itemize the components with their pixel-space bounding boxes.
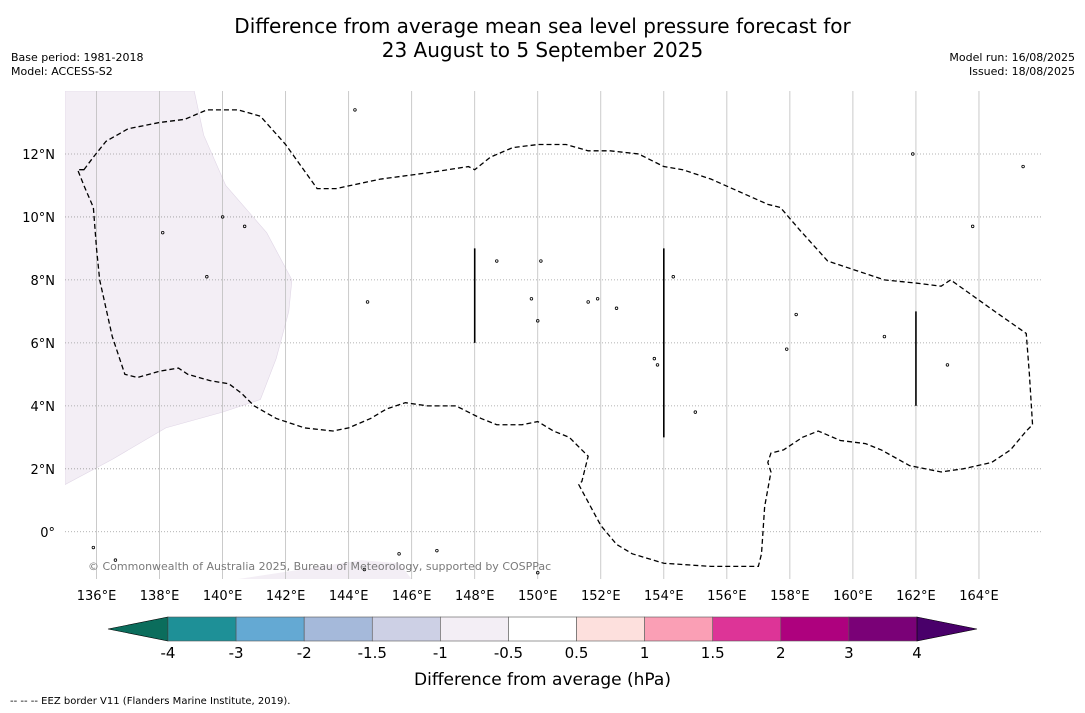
island-marker — [495, 259, 499, 263]
negative-anomaly-region — [65, 91, 293, 485]
island-marker — [51, 297, 54, 300]
colorbar-tick-label: -1 — [433, 644, 448, 662]
colorbar-tick-label: 2 — [776, 644, 786, 662]
longitude-tick-label: 140°E — [203, 589, 243, 604]
negative-anomaly-patch — [222, 560, 412, 579]
longitude-tick-label: 156°E — [707, 589, 747, 604]
longitude-tick-label: 164°E — [959, 589, 999, 604]
island-marker — [1021, 164, 1025, 169]
colorbar-tick-label: 4 — [912, 644, 922, 662]
base-period: Base period: 1981-2018 — [11, 51, 144, 64]
island-marker — [970, 224, 975, 229]
island-marker — [536, 319, 540, 323]
colorbar-segment — [848, 616, 918, 642]
island-marker — [353, 108, 357, 112]
longitude-tick-label: 144°E — [329, 589, 369, 604]
island-marker — [794, 312, 798, 317]
colorbar-tick-label: -4 — [161, 644, 176, 662]
island-marker — [242, 224, 247, 229]
longitude-tick-label: 158°E — [770, 589, 810, 604]
colorbar-tick-label: 3 — [844, 644, 854, 662]
map-title-line1: Difference from average mean sea level p… — [234, 14, 851, 38]
model-name: Model: ACCESS-S2 — [11, 65, 113, 78]
colorbar-label: Difference from average (hPa) — [414, 670, 671, 690]
colorbar-segment — [440, 616, 509, 642]
colorbar-tick-label: 1.5 — [701, 644, 725, 662]
island-marker — [945, 363, 950, 367]
island-marker — [693, 410, 698, 414]
island-marker — [113, 558, 118, 562]
longitude-tick-label: 148°E — [455, 589, 495, 604]
colorbar-tick-label: -2 — [297, 644, 312, 662]
island-marker — [586, 300, 590, 304]
island-marker — [785, 347, 789, 351]
island-marker — [397, 552, 401, 556]
colorbar-segment — [303, 616, 373, 642]
longitude-tick-label: 154°E — [644, 589, 684, 604]
island-marker — [160, 230, 165, 235]
longitude-tick-label: 150°E — [518, 589, 558, 604]
colorbar-segment — [167, 616, 237, 642]
island-marker — [655, 363, 660, 367]
longitude-tick-label: 160°E — [833, 589, 873, 604]
longitude-tick-label: 152°E — [581, 589, 621, 604]
island-marker — [365, 300, 370, 304]
longitude-tick-label: 146°E — [392, 589, 432, 604]
longitude-tick-label: 162°E — [896, 589, 936, 604]
longitude-tick-label: 138°E — [140, 589, 180, 604]
colorbar-segment — [371, 616, 441, 642]
latitude-tick-label: 6°N — [31, 337, 56, 352]
longitude-tick-label: 142°E — [266, 589, 306, 604]
colorbar-tick-label: 1 — [640, 644, 650, 662]
colorbar-tick-label: -1.5 — [358, 644, 387, 662]
colorbar-tick-label: -3 — [229, 644, 244, 662]
map-title-line2: 23 August to 5 September 2025 — [381, 38, 704, 62]
colorbar-tick-label: -0.5 — [494, 644, 523, 662]
longitude-tick-label: 136°E — [77, 589, 117, 604]
island-marker — [536, 571, 540, 575]
colorbar-segment — [235, 616, 305, 642]
island-marker — [614, 306, 619, 310]
colorbar-segment — [780, 616, 850, 642]
island-marker — [529, 297, 534, 301]
latitude-tick-label: 10°N — [22, 211, 55, 226]
latitude-tick-label: 2°N — [31, 463, 56, 478]
model-run: Model run: 16/08/2025 — [949, 51, 1075, 64]
island-marker — [595, 297, 600, 301]
colorbar-min-extension — [107, 616, 169, 642]
latitude-tick-label: 12°N — [22, 148, 55, 163]
colorbar-segment — [712, 616, 782, 642]
colorbar-tick-label: 0.5 — [565, 644, 589, 662]
eez-footnote: -- -- -- EEZ border V11 (Flanders Marine… — [10, 696, 291, 707]
island-marker — [435, 548, 439, 553]
colorbar-max-extension — [916, 616, 978, 642]
map-plot-area: © Commonwealth of Australia 2025, Bureau… — [51, 91, 1042, 579]
island-marker — [652, 356, 657, 361]
island-marker — [205, 275, 209, 279]
eez-border — [76, 109, 1034, 568]
colorbar-segment — [576, 616, 645, 642]
latitude-tick-label: 8°N — [31, 274, 56, 289]
issued-date: Issued: 18/08/2025 — [968, 65, 1075, 78]
island-marker — [911, 152, 915, 156]
island-marker — [220, 215, 225, 219]
colorbar-segment — [644, 616, 714, 642]
island-marker — [671, 275, 675, 279]
island-marker — [91, 545, 96, 550]
island-marker — [362, 567, 367, 572]
island-marker — [539, 259, 543, 263]
island-marker — [882, 334, 887, 339]
latitude-tick-label: 0° — [40, 526, 55, 541]
colorbar-segment — [508, 616, 577, 642]
copyright-notice: © Commonwealth of Australia 2025, Bureau… — [88, 560, 551, 573]
latitude-tick-label: 4°N — [31, 400, 56, 415]
